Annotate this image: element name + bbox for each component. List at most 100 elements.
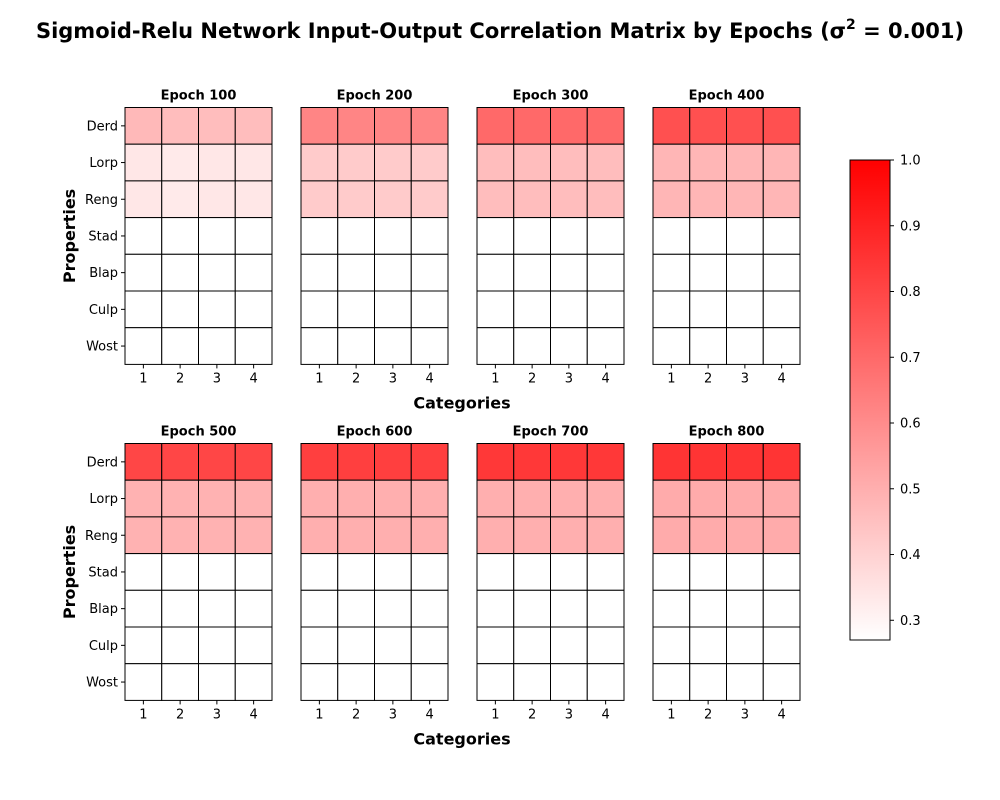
heatmap-cell [374,143,412,182]
heatmap-cell [124,327,163,365]
heatmap-cell [234,626,273,665]
heatmap-cell [726,663,764,701]
heatmap-cell [198,107,236,145]
heatmap-cell [726,143,764,182]
row-label: Wost [86,676,118,691]
heatmap-cell [198,143,236,182]
heatmap-cell [689,143,727,182]
heatmap-cell [689,663,727,701]
heatmap-cell [513,253,551,292]
heatmap-cell [124,180,163,219]
heatmap-cell [586,143,625,182]
heatmap-cell [476,180,515,219]
heatmap-cell [689,253,727,292]
heatmap-cell [300,663,339,701]
row-label: Stad [88,565,118,580]
heatmap-cell [161,253,199,292]
colorbar-tick-label: 0.3 [900,614,921,629]
heatmap-cell [374,516,412,555]
heatmap-panel: Epoch 400 1 2 3 4 [652,89,801,386]
y-axis-label: Properties [60,525,79,619]
heatmap-cell [124,626,163,665]
heatmap-cell [652,327,691,365]
heatmap-cell [513,217,551,255]
heatmap-cell [762,253,801,292]
heatmap-cell [476,217,515,255]
colorbar-tick-label: 1.0 [900,154,921,169]
heatmap-cell [550,107,588,145]
heatmap-cell [652,589,691,628]
heatmap-cell [762,180,801,219]
heatmap-cell [410,443,449,481]
heatmap-cell [726,553,764,591]
heatmap-cell [410,290,449,329]
x-tick-label: 1 [667,707,675,722]
heatmap-cell [652,290,691,329]
x-tick-label: 4 [601,707,609,722]
heatmap-cell [476,663,515,701]
x-tick-label: 4 [249,371,257,386]
row-label: Culp [89,303,118,318]
heatmap-cell [689,327,727,365]
row-label: Wost [86,340,118,355]
heatmap-cell [652,479,691,518]
heatmap-cell [300,443,339,481]
x-tick-label: 1 [491,371,499,386]
panel-title: Epoch 400 [689,89,765,104]
heatmap-cell [476,479,515,518]
heatmap-cell [689,180,727,219]
heatmap-cell [234,107,273,145]
row-label: Lorp [89,492,118,507]
heatmap-cell [337,107,375,145]
heatmap-cell [410,253,449,292]
x-tick-label: 2 [352,371,360,386]
heatmap-cell [337,589,375,628]
heatmap-cell [586,327,625,365]
heatmap-cell [726,327,764,365]
heatmap-cell [161,107,199,145]
heatmap-cell [300,253,339,292]
x-tick-label: 2 [528,707,536,722]
heatmap-cell [337,180,375,219]
heatmap-panel: Epoch 700 1 2 3 4 [476,425,625,722]
heatmap-cell [234,479,273,518]
heatmap-cell [652,217,691,255]
heatmap-cell [161,626,199,665]
heatmap-cell [550,589,588,628]
heatmap-cell [652,516,691,555]
heatmap-cell [410,663,449,701]
heatmap-cell [513,479,551,518]
heatmap-cell [689,443,727,481]
heatmap-cell [476,107,515,145]
heatmap-cell [652,253,691,292]
heatmap-cell [198,327,236,365]
heatmap-cell [300,516,339,555]
heatmap-cell [161,143,199,182]
heatmap-cell [234,663,273,701]
heatmap-cell [586,663,625,701]
heatmap-cell [550,626,588,665]
x-axis-label: Categories [413,729,510,748]
heatmap-cell [550,143,588,182]
heatmap-cell [300,143,339,182]
heatmap-cell [652,107,691,145]
heatmap-cell [124,589,163,628]
heatmap-cell [410,516,449,555]
heatmap-cell [726,253,764,292]
heatmap-cell [374,180,412,219]
panel-title: Epoch 300 [513,89,589,104]
heatmap-cell [337,143,375,182]
colorbar-tick-label: 0.5 [900,482,921,497]
row-label: Lorp [89,156,118,171]
heatmap-cell [337,663,375,701]
heatmap-cell [586,589,625,628]
heatmap-cell [762,589,801,628]
heatmap-cell [513,443,551,481]
heatmap-cell [234,443,273,481]
heatmap-cell [300,217,339,255]
x-tick-label: 3 [213,707,221,722]
x-tick-label: 4 [425,371,433,386]
heatmap-cell [300,589,339,628]
heatmap-cell [337,626,375,665]
heatmap-cell [762,290,801,329]
